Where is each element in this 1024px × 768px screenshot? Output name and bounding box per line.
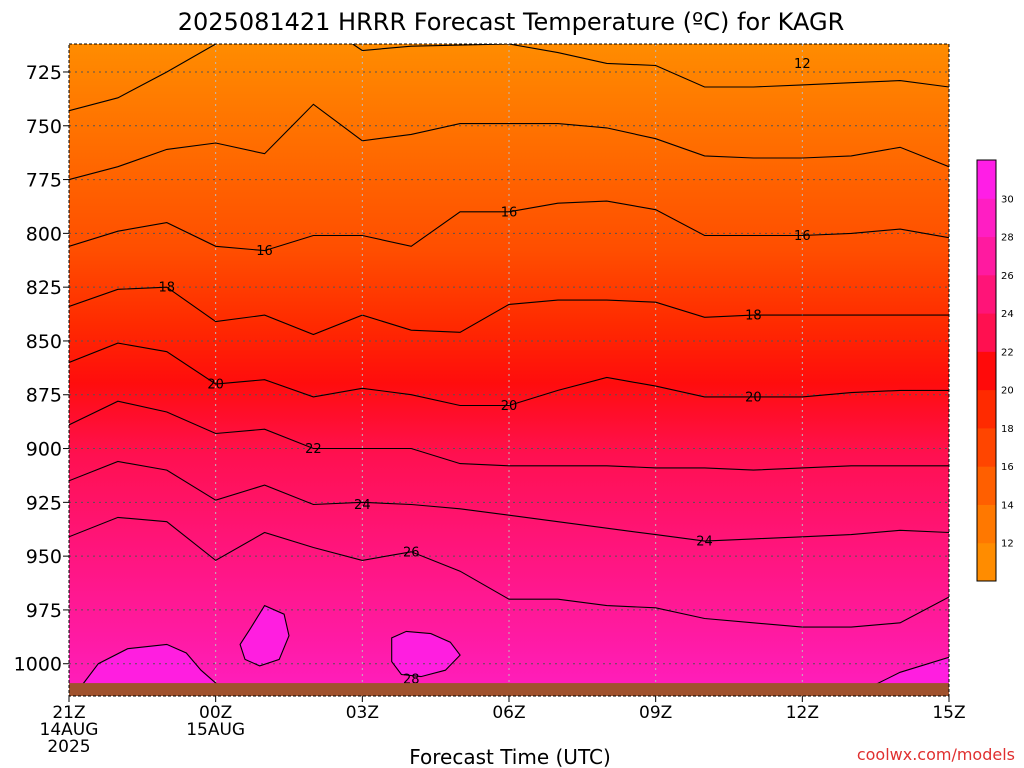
y-tick-label: 850 [26, 331, 62, 353]
contour-label: 26 [403, 545, 420, 560]
y-tick-label: 900 [26, 439, 62, 461]
isotherm-28 [78, 643, 231, 693]
x-tick-label: 00Z [199, 703, 232, 723]
x-tick-label: 2025 [47, 737, 90, 757]
y-tick-label: 950 [26, 546, 62, 568]
contour-label: 24 [354, 498, 371, 513]
colorbar-swatch [977, 160, 996, 199]
x-tick-label: 03Z [346, 703, 379, 723]
colorbar-swatch [977, 427, 996, 467]
ground-surface [69, 683, 949, 696]
colorbar-swatch [977, 313, 996, 352]
contour-label: 12 [794, 57, 811, 72]
colorbar-label: 22 [1001, 347, 1014, 358]
x-axis-label: Forecast Time (UTC) [409, 745, 611, 768]
contour-label: 16 [501, 205, 518, 220]
x-tick-label: 06Z [492, 703, 525, 723]
colorbar-label: 24 [1001, 309, 1014, 320]
colorbar-label: 20 [1001, 386, 1014, 397]
isotherm-26 [69, 516, 949, 628]
colorbar-label: 12 [1001, 539, 1014, 550]
isotherm-contours [69, 44, 949, 693]
colorbar-swatch [977, 351, 996, 391]
colorbar-frame [976, 159, 997, 582]
x-tick-label: 12Z [786, 703, 819, 723]
colorbar-label: 28 [1001, 233, 1014, 244]
isotherm-14 [69, 103, 949, 181]
y-tick-label: 800 [26, 223, 62, 245]
contour-label: 20 [745, 390, 762, 405]
warm-pocket [240, 605, 289, 666]
y-axis-ticks: 725 750 775 800 825 850 875 900 925 950 975 1000 [14, 62, 69, 676]
isotherm-12 [69, 44, 216, 112]
colorbar-label: 14 [1001, 500, 1014, 511]
contour-label: 16 [794, 229, 811, 244]
y-tick-label: 825 [26, 277, 62, 299]
y-tick-label: 925 [26, 492, 62, 514]
isotherm-16 [69, 200, 949, 252]
isotherm-28 [239, 604, 290, 667]
contour-label: 20 [501, 399, 518, 414]
contour-label: 22 [305, 442, 322, 457]
colorbar-label: 26 [1001, 271, 1014, 282]
colorbar-swatch [977, 466, 996, 505]
y-tick-label: 725 [26, 62, 62, 84]
colorbar-legend: 12 14 16 18 20 22 24 26 28 30 [976, 159, 1014, 582]
contour-label: 18 [745, 309, 762, 324]
y-tick-label: 750 [26, 116, 62, 138]
colorbar-label: 16 [1001, 462, 1014, 473]
isotherm-20 [69, 342, 949, 407]
colorbar-swatch [977, 504, 996, 544]
warm-pocket [391, 631, 461, 677]
isotherm-18 [69, 286, 949, 336]
credit-link[interactable]: coolwx.com/models [857, 745, 1015, 764]
x-tick-label: 14AUG [40, 720, 99, 740]
contour-label: 20 [207, 377, 224, 392]
colorbar-swatch [977, 198, 996, 238]
colorbar-label: 18 [1001, 424, 1014, 435]
x-tick-label: 15AUG [186, 720, 245, 740]
colorbar-swatch [977, 236, 996, 276]
y-tick-label: 975 [26, 600, 62, 622]
x-tick-label: 15Z [932, 703, 965, 723]
y-tick-label: 1000 [14, 654, 62, 676]
x-tick-label: 09Z [639, 703, 672, 723]
chart-title: 2025081421 HRRR Forecast Temperature (ºC… [178, 8, 845, 36]
y-tick-label: 775 [26, 170, 62, 192]
isotherm-12 [352, 44, 949, 88]
contour-label: 24 [696, 535, 713, 550]
contour-label: 18 [159, 281, 176, 296]
grid-lines [69, 44, 949, 696]
isotherm-28 [391, 630, 461, 678]
colorbar-swatch [977, 389, 996, 429]
isotherm-22 [69, 400, 949, 471]
colorbar-label: 30 [1001, 194, 1014, 205]
y-tick-label: 875 [26, 385, 62, 407]
contour-label: 16 [256, 244, 273, 259]
colorbar-swatch [977, 274, 996, 314]
x-tick-label: 21Z [52, 703, 85, 723]
isotherm-24 [69, 460, 949, 542]
colorbar-swatch [977, 542, 996, 582]
